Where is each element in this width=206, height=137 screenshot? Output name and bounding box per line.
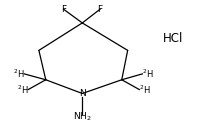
Text: F: F [97, 5, 102, 14]
Text: $^2$H: $^2$H [13, 68, 25, 80]
Text: $^2$H: $^2$H [141, 68, 152, 80]
Text: HCl: HCl [162, 32, 182, 45]
Text: F: F [61, 5, 66, 14]
Text: N: N [78, 89, 85, 98]
Text: NH$_2$: NH$_2$ [73, 111, 91, 123]
Text: $^2$H: $^2$H [17, 83, 29, 96]
Text: $^2$H: $^2$H [138, 83, 150, 96]
